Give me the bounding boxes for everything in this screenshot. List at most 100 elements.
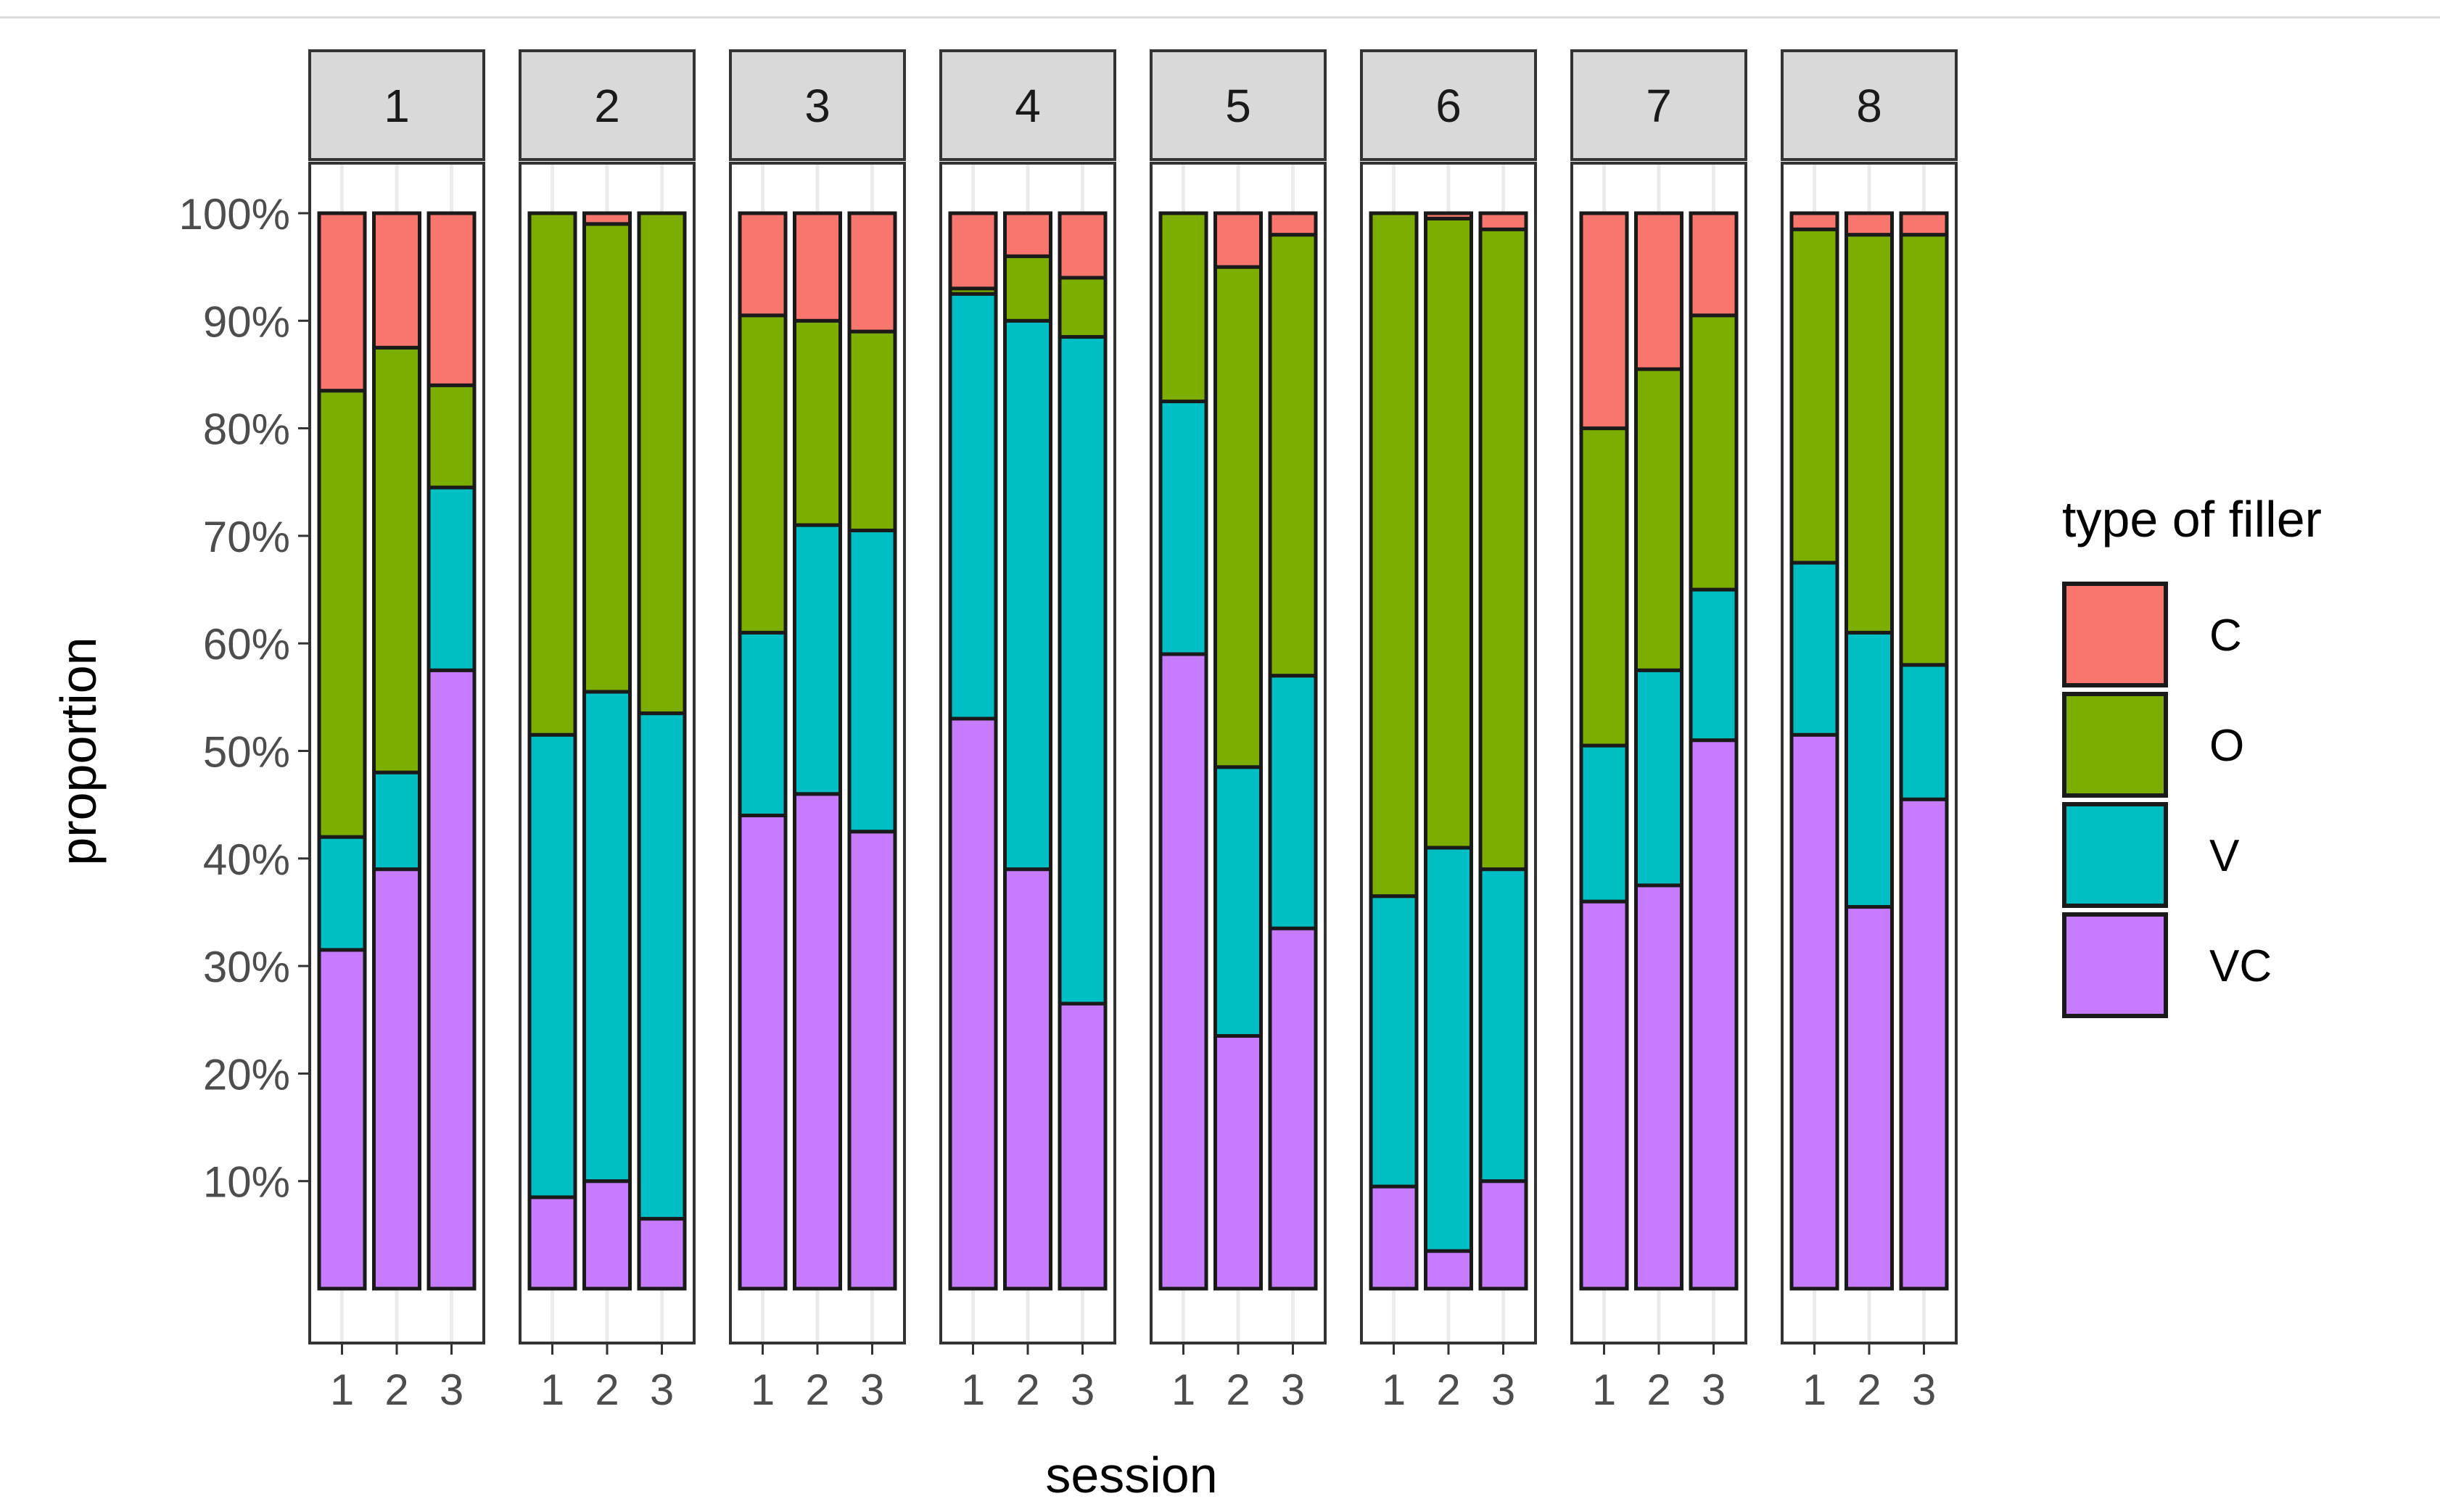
y-tick-label: 20% bbox=[203, 1050, 290, 1099]
bar-segment-o bbox=[1003, 254, 1052, 323]
facet-strip bbox=[519, 49, 696, 161]
bar-segment-v bbox=[637, 711, 687, 1221]
facets-layer: 11 2 321 2 331 2 341 2 351 2 361 2 371 2 381 2 3 bbox=[308, 49, 1958, 1414]
bar-segment-c bbox=[793, 211, 842, 323]
bar-segment-o bbox=[527, 211, 577, 737]
bar-segment-vc bbox=[582, 1179, 632, 1291]
bar-segment-o bbox=[317, 389, 367, 839]
x-tick-label: 1 bbox=[1382, 1366, 1406, 1414]
bar-segment-v bbox=[1634, 668, 1683, 888]
bar-segment-vc bbox=[1058, 1001, 1108, 1291]
bar-segment-vc bbox=[793, 792, 842, 1291]
bar-segment-o bbox=[1789, 227, 1839, 565]
bar-segment-v bbox=[527, 732, 577, 1199]
y-tick-label: 90% bbox=[203, 297, 290, 346]
x-tick-label: 3 bbox=[1702, 1366, 1726, 1414]
x-tick-label: 3 bbox=[1491, 1366, 1515, 1414]
legend-label: V bbox=[2209, 831, 2240, 881]
bar-segment-v bbox=[793, 523, 842, 796]
facet-strip-label: 3 bbox=[804, 80, 830, 132]
bar-segment-c bbox=[317, 211, 367, 393]
x-tick-label: 3 bbox=[650, 1366, 674, 1414]
bar-segment-c bbox=[1058, 211, 1108, 280]
facet-strip bbox=[308, 49, 485, 161]
bar-segment-o bbox=[582, 222, 632, 694]
bar-segment-vc bbox=[1424, 1249, 1473, 1291]
bar-segment-c bbox=[847, 211, 897, 334]
x-tick-label: 2 bbox=[384, 1366, 408, 1414]
y-tick-label: 40% bbox=[203, 835, 290, 884]
legend-label: C bbox=[2209, 611, 2242, 661]
bar-segment-o bbox=[847, 329, 897, 532]
bar-segment-vc bbox=[1213, 1033, 1263, 1291]
bar-segment-o bbox=[1213, 265, 1263, 769]
x-tick-label: 3 bbox=[1912, 1366, 1936, 1414]
y-tick-label: 50% bbox=[203, 728, 290, 777]
bar-segment-v bbox=[372, 770, 421, 872]
bar-segment-v bbox=[426, 485, 477, 672]
x-tick-label: 3 bbox=[1281, 1366, 1305, 1414]
bar-segment-v bbox=[1213, 765, 1263, 1038]
facet-strip-label: 4 bbox=[1015, 80, 1041, 132]
legend-key-c bbox=[2062, 582, 2168, 687]
bar-segment-o bbox=[1899, 233, 1949, 667]
bar-segment-v bbox=[1003, 318, 1052, 872]
bar-segment-vc bbox=[372, 867, 421, 1291]
bar-segment-v bbox=[1424, 846, 1473, 1253]
bar-segment-o bbox=[1845, 233, 1894, 635]
y-tick-label: 10% bbox=[203, 1158, 290, 1207]
bar-segment-vc bbox=[1369, 1184, 1419, 1291]
legend-key-o bbox=[2062, 692, 2168, 798]
facet-strip-label: 8 bbox=[1856, 80, 1882, 132]
bar-segment-o bbox=[372, 345, 421, 774]
bar-segment-vc bbox=[1478, 1179, 1528, 1291]
x-tick-label: 3 bbox=[860, 1366, 884, 1414]
bar-segment-c bbox=[1689, 211, 1739, 318]
bar-segment-v bbox=[1789, 561, 1839, 737]
bar-segment-v bbox=[847, 528, 897, 834]
facet-strip-label: 6 bbox=[1435, 80, 1462, 132]
bar-segment-c bbox=[426, 211, 477, 387]
facet-strip bbox=[1150, 49, 1327, 161]
bar-segment-c bbox=[1899, 211, 1949, 237]
bar-segment-c bbox=[372, 211, 421, 350]
bar-segment-vc bbox=[426, 668, 477, 1291]
bar-segment-v bbox=[1899, 663, 1949, 801]
bar-segment-o bbox=[1369, 211, 1419, 898]
bar-segment-vc bbox=[847, 830, 897, 1291]
bar-segment-c bbox=[1478, 211, 1528, 231]
bar-segment-vc bbox=[1899, 797, 1949, 1291]
bar-segment-v bbox=[1369, 894, 1419, 1189]
bar-segment-vc bbox=[1689, 738, 1739, 1291]
legend-label: O bbox=[2209, 721, 2244, 771]
bar-segment-c bbox=[738, 211, 788, 318]
bar-segment-v bbox=[948, 292, 998, 721]
legend: type of filler C O V VC bbox=[2062, 491, 2322, 1018]
facet-panel-1: 11 2 3 bbox=[308, 49, 485, 1414]
y-axis: 10% 20% 30% 40% 50% 60% 70% 80% 90% 100% bbox=[179, 190, 310, 1207]
bar-segment-o bbox=[793, 318, 842, 527]
bar-segment-v bbox=[317, 835, 367, 952]
bar-segment-vc bbox=[317, 948, 367, 1291]
bar-segment-v bbox=[1478, 867, 1528, 1183]
bar-segment-o bbox=[1689, 313, 1739, 592]
legend-label: VC bbox=[2209, 941, 2272, 991]
bar-segment-c bbox=[1789, 211, 1839, 231]
facet-strip-label: 1 bbox=[384, 80, 410, 132]
bar-segment-vc bbox=[527, 1195, 577, 1291]
bar-segment-c bbox=[1634, 211, 1683, 371]
bar-segment-vc bbox=[1158, 652, 1208, 1291]
bar-segment-v bbox=[1689, 587, 1739, 743]
bar-segment-o bbox=[1268, 233, 1318, 678]
y-tick-label: 30% bbox=[203, 943, 290, 991]
bar-segment-o bbox=[1058, 276, 1108, 339]
facet-panel-2: 21 2 3 bbox=[519, 49, 696, 1414]
bar-segment-vc bbox=[1003, 867, 1052, 1291]
facet-panel-7: 7 1 2 3 bbox=[1570, 49, 1747, 1414]
x-axis-title: session bbox=[1045, 1447, 1217, 1503]
bar-segment-v bbox=[582, 690, 632, 1183]
bar-segment-o bbox=[1634, 367, 1683, 672]
facet-strip bbox=[939, 49, 1116, 161]
facet-strip bbox=[1360, 49, 1537, 161]
